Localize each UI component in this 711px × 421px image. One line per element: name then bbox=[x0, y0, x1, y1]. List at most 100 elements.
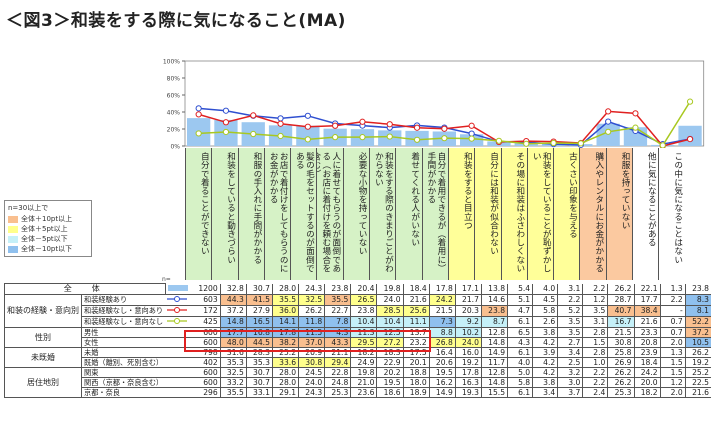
table-cell: 18.6 bbox=[376, 387, 404, 399]
table-cell: 17.8 bbox=[454, 367, 482, 378]
table-cell: 16.7 bbox=[607, 316, 634, 328]
table-cell: 19.2 bbox=[684, 357, 711, 368]
table-cell: 22.5 bbox=[684, 377, 711, 389]
table-cell: 18.0 bbox=[402, 377, 430, 389]
point-series-2 bbox=[441, 125, 448, 132]
legend: n=30以上で 全体＋10pt以上 全体＋5pt以上 全体－5pt以下 全体－10pt… bbox=[4, 200, 92, 257]
y-tick-label: 80% bbox=[167, 76, 181, 83]
table-cell: 4.0 bbox=[532, 283, 558, 295]
point-series-1 bbox=[277, 115, 284, 122]
table-cell: 22.9 bbox=[376, 357, 404, 368]
point-series-2 bbox=[359, 118, 366, 125]
table-cell: 3.5 bbox=[557, 327, 583, 338]
table-cell: 28.3 bbox=[245, 347, 273, 358]
group-label: 性別 bbox=[4, 326, 82, 348]
table-cell: 26.2 bbox=[607, 377, 634, 389]
table-cell: 24.5 bbox=[298, 367, 325, 378]
table-cell: 14.9 bbox=[428, 387, 456, 399]
table-cell: 14.8 bbox=[219, 316, 247, 328]
point-series-3 bbox=[495, 137, 503, 144]
legend-swatch bbox=[8, 235, 18, 243]
table-cell: 11.5 bbox=[298, 327, 325, 338]
table-cell: 8.8 bbox=[428, 327, 456, 338]
point-series-1 bbox=[222, 107, 230, 114]
table-cell: 17.8 bbox=[428, 283, 456, 295]
table-cell: 6.5 bbox=[507, 327, 533, 338]
table-cell: 16.0 bbox=[454, 347, 482, 358]
table-cell: 4.2 bbox=[532, 337, 558, 348]
category-label: 和服を持っていない bbox=[605, 148, 633, 280]
table-cell: 3.0 bbox=[557, 377, 583, 389]
table-cell: 13.8 bbox=[480, 283, 508, 295]
point-series-3 bbox=[359, 134, 366, 141]
table-cell: 25.6 bbox=[402, 305, 430, 317]
table-cell: 3.4 bbox=[557, 347, 583, 358]
table-cell: 19.8 bbox=[350, 367, 377, 378]
table-cell: 38.4 bbox=[633, 305, 661, 317]
table-cell: 2.2 bbox=[582, 283, 608, 295]
point-series-2 bbox=[632, 110, 639, 117]
table-cell: 18.9 bbox=[402, 387, 430, 399]
row-n: 600 bbox=[189, 337, 221, 348]
table-cell: 21.6 bbox=[633, 316, 661, 328]
table-cell: 4.3 bbox=[507, 337, 533, 348]
table-cell: 21.6 bbox=[684, 387, 711, 399]
table-cell: 2.2 bbox=[659, 294, 686, 306]
table-cell: 10.2 bbox=[454, 327, 482, 338]
table-cell: 1.0 bbox=[582, 357, 608, 368]
row-n: 600 bbox=[189, 367, 221, 378]
row-marker bbox=[165, 377, 190, 389]
table-cell: 21.5 bbox=[607, 327, 634, 338]
row-label: 和装経験なし・意向あり bbox=[81, 305, 166, 317]
legend-swatch bbox=[8, 225, 18, 233]
point-series-3 bbox=[550, 139, 557, 147]
table-cell: 3.5 bbox=[557, 316, 583, 328]
table-cell: 32.5 bbox=[298, 294, 325, 306]
table-cell: 18.4 bbox=[402, 283, 430, 295]
table-cell: 0.7 bbox=[659, 316, 686, 328]
row-label: 和装経験あり bbox=[81, 294, 166, 306]
y-tick-label: 0% bbox=[170, 144, 180, 151]
table-cell: 3.8 bbox=[532, 327, 558, 338]
table-cell: 14.6 bbox=[480, 294, 508, 306]
table-cell: 20.0 bbox=[633, 377, 661, 389]
table-cell: 4.2 bbox=[532, 357, 558, 368]
table-row: 未既婚 未婚 798 31.6 28.3 25.2 20.9 21.1 18.2 18.3 17.5… bbox=[4, 346, 711, 368]
category-label: この中に気になることはない bbox=[658, 148, 685, 280]
table-cell: 26.8 bbox=[428, 337, 456, 348]
table-cell: 5.4 bbox=[507, 283, 533, 295]
row-marker bbox=[165, 283, 190, 295]
table-cell: 23.6 bbox=[350, 387, 377, 399]
table-cell: 22.1 bbox=[633, 283, 661, 295]
table-cell: 30.7 bbox=[245, 367, 273, 378]
table-cell: 10.4 bbox=[376, 316, 404, 328]
table-cell: 2.0 bbox=[659, 387, 686, 399]
table-cell: 33.2 bbox=[219, 377, 247, 389]
table-cell: 28.0 bbox=[271, 283, 299, 295]
table-cell: 14.8 bbox=[480, 337, 508, 348]
table-cell: 19.5 bbox=[428, 367, 456, 378]
table-cell: 18.4 bbox=[633, 357, 661, 368]
category-label: 必要な小物を持っていない bbox=[342, 148, 370, 280]
table-cell: 23.8 bbox=[480, 305, 508, 317]
table-cell: 1.5 bbox=[659, 367, 686, 378]
legend-label: 全体－10pt以下 bbox=[21, 245, 73, 253]
table-cell: 44.3 bbox=[219, 294, 247, 306]
table-cell: 17.7 bbox=[219, 327, 247, 338]
table-cell: 23.3 bbox=[633, 327, 661, 338]
group-label: 居住地別 bbox=[4, 366, 82, 399]
table-cell: 3.7 bbox=[557, 387, 583, 399]
table-cell: 9.2 bbox=[454, 316, 482, 328]
row-marker bbox=[165, 357, 190, 368]
point-series-3 bbox=[605, 128, 612, 135]
legend-item: 全体－5pt以下 bbox=[8, 234, 88, 244]
point-series-2 bbox=[468, 122, 475, 129]
table-cell: 18.2 bbox=[633, 387, 661, 399]
table-cell: 24.0 bbox=[298, 377, 325, 389]
legend-item: 全体＋5pt以上 bbox=[8, 224, 88, 234]
combo-chart: 0% 20% 40% 60% 80% 100% bbox=[163, 59, 705, 151]
table-cell: 12.8 bbox=[480, 327, 508, 338]
table-row: 居住地別 関東 600 32.5 30.7 28.0 24.5 22.8 19.8 20.2 18.… bbox=[4, 366, 711, 399]
table-cell: 28.0 bbox=[271, 367, 299, 378]
